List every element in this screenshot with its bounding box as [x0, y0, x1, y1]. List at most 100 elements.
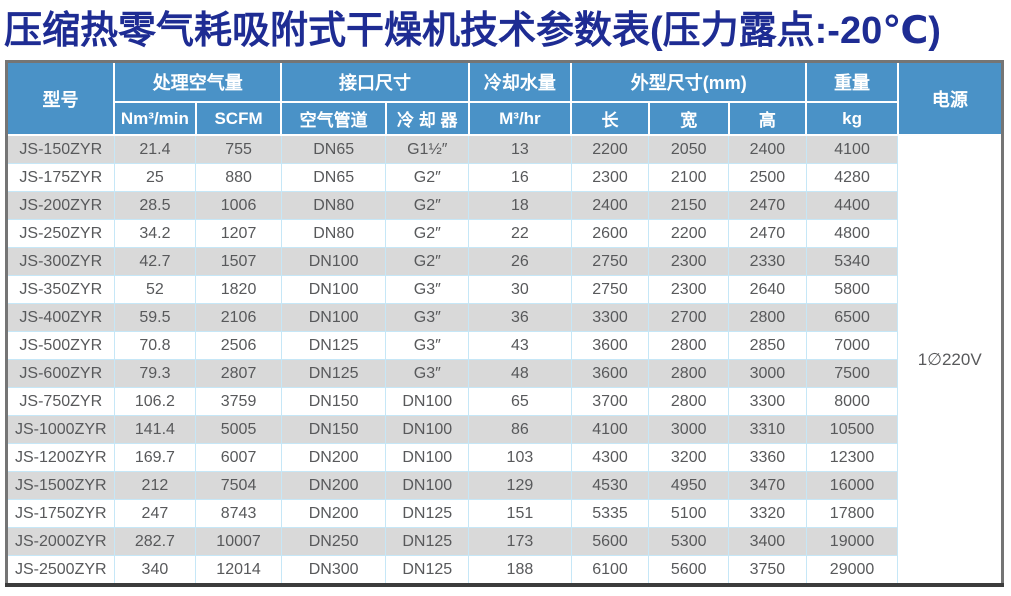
- cooler-cell: G3″: [385, 331, 470, 360]
- width-cell: 2300: [648, 275, 730, 304]
- width-cell: 2800: [648, 359, 730, 388]
- cooler-cell: G2″: [385, 191, 470, 220]
- length-cell: 2200: [570, 134, 650, 164]
- height-cell: 2500: [728, 163, 807, 192]
- height-cell: 2850: [728, 331, 807, 360]
- air-pipe-cell: DN300: [280, 555, 387, 586]
- water-flow-cell: 173: [468, 527, 572, 556]
- nm3min-cell: 70.8: [113, 331, 197, 360]
- nm3min-cell: 340: [113, 555, 197, 586]
- scfm-cell: 12014: [195, 555, 282, 586]
- header-group-air-capacity: 处理空气量: [113, 60, 283, 103]
- weight-cell: 8000: [805, 387, 899, 416]
- air-pipe-cell: DN80: [280, 219, 387, 248]
- nm3min-cell: 282.7: [113, 527, 197, 556]
- water-flow-cell: 188: [468, 555, 572, 586]
- air-pipe-cell: DN100: [280, 275, 387, 304]
- model-cell: JS-250ZYR: [6, 219, 115, 248]
- header-group-weight: 重量: [805, 60, 899, 103]
- header-group-port-size: 接口尺寸: [280, 60, 470, 103]
- length-cell: 2750: [570, 247, 650, 276]
- weight-cell: 4280: [805, 163, 899, 192]
- height-cell: 2470: [728, 219, 807, 248]
- header-cooler: 冷 却 器: [384, 101, 470, 136]
- cooler-cell: DN125: [385, 555, 470, 586]
- water-flow-cell: 22: [468, 219, 572, 248]
- length-cell: 5600: [570, 527, 650, 556]
- height-cell: 2400: [728, 134, 807, 164]
- model-cell: JS-1500ZYR: [6, 471, 115, 500]
- model-cell: JS-750ZYR: [6, 387, 115, 416]
- model-cell: JS-400ZYR: [6, 303, 115, 332]
- height-cell: 3470: [728, 471, 807, 500]
- width-cell: 2800: [648, 387, 730, 416]
- air-pipe-cell: DN100: [280, 247, 387, 276]
- height-cell: 3360: [728, 443, 807, 472]
- table-row: JS-300ZYR 42.7 1507 DN100 G2″ 26 2750 2300 2330 5…: [6, 247, 1003, 276]
- table-header: 型号 处理空气量 接口尺寸 冷却水量 外型尺寸(mm) 重量 电源 Nm³/mi…: [5, 60, 1004, 136]
- header-kg: kg: [805, 101, 899, 136]
- width-cell: 2800: [648, 331, 730, 360]
- air-pipe-cell: DN200: [280, 471, 387, 500]
- scfm-cell: 1820: [195, 275, 282, 304]
- length-cell: 6100: [570, 555, 650, 586]
- weight-cell: 29000: [805, 555, 899, 586]
- length-cell: 3600: [570, 359, 650, 388]
- table-row: JS-150ZYR 21.4 755 DN65 G1½″ 13 2200 2050 2400 41…: [6, 134, 1003, 586]
- length-cell: 2300: [570, 163, 650, 192]
- model-cell: JS-350ZYR: [6, 275, 115, 304]
- nm3min-cell: 247: [113, 499, 197, 528]
- weight-cell: 5340: [805, 247, 899, 276]
- table-row: JS-400ZYR 59.5 2106 DN100 G3″ 36 3300 2700 2800 6…: [6, 303, 1003, 332]
- water-flow-cell: 26: [468, 247, 572, 276]
- water-flow-cell: 30: [468, 275, 572, 304]
- height-cell: 2330: [728, 247, 807, 276]
- air-pipe-cell: DN65: [280, 163, 387, 192]
- table-row: JS-500ZYR 70.8 2506 DN125 G3″ 43 3600 2800 2850 7…: [6, 331, 1003, 360]
- height-cell: 3000: [728, 359, 807, 388]
- scfm-cell: 2106: [195, 303, 282, 332]
- scfm-cell: 6007: [195, 443, 282, 472]
- model-cell: JS-175ZYR: [6, 163, 115, 192]
- water-flow-cell: 36: [468, 303, 572, 332]
- table-row: JS-1500ZYR 212 7504 DN200 DN100 129 4530 4950 34…: [6, 471, 1003, 500]
- length-cell: 4530: [570, 471, 650, 500]
- nm3min-cell: 21.4: [113, 134, 197, 164]
- weight-cell: 5800: [805, 275, 899, 304]
- header-m3hr: M³/hr: [467, 101, 573, 136]
- table-row: JS-2000ZYR 282.7 10007 DN250 DN125 173 5600 530…: [6, 527, 1003, 556]
- cooler-cell: G2″: [385, 247, 470, 276]
- nm3min-cell: 42.7: [113, 247, 197, 276]
- cooler-cell: G3″: [385, 359, 470, 388]
- length-cell: 3300: [570, 303, 650, 332]
- cooler-cell: G2″: [385, 163, 470, 192]
- model-cell: JS-1200ZYR: [6, 443, 115, 472]
- table-row: JS-600ZYR 79.3 2807 DN125 G3″ 48 3600 2800 3000 7…: [6, 359, 1003, 388]
- air-pipe-cell: DN125: [280, 331, 387, 360]
- header-group-cooling-water: 冷却水量: [467, 60, 573, 103]
- water-flow-cell: 65: [468, 387, 572, 416]
- width-cell: 3000: [648, 415, 730, 444]
- height-cell: 3750: [728, 555, 807, 586]
- power-value-cell: 1∅220V: [897, 134, 1003, 586]
- height-cell: 3400: [728, 527, 807, 556]
- scfm-cell: 755: [195, 134, 282, 164]
- water-flow-cell: 151: [468, 499, 572, 528]
- air-pipe-cell: DN250: [280, 527, 387, 556]
- water-flow-cell: 48: [468, 359, 572, 388]
- scfm-cell: 3759: [195, 387, 282, 416]
- header-scfm: SCFM: [194, 101, 283, 136]
- nm3min-cell: 212: [113, 471, 197, 500]
- scfm-cell: 2807: [195, 359, 282, 388]
- model-cell: JS-2000ZYR: [6, 527, 115, 556]
- nm3min-cell: 169.7: [113, 443, 197, 472]
- water-flow-cell: 18: [468, 191, 572, 220]
- width-cell: 5300: [648, 527, 730, 556]
- width-cell: 2150: [648, 191, 730, 220]
- header-width: 宽: [647, 101, 730, 136]
- height-cell: 2800: [728, 303, 807, 332]
- water-flow-cell: 103: [468, 443, 572, 472]
- header-group-row: 型号 处理空气量 接口尺寸 冷却水量 外型尺寸(mm) 重量 电源: [5, 60, 1004, 136]
- cooler-cell: DN100: [385, 471, 470, 500]
- cooler-cell: G2″: [385, 219, 470, 248]
